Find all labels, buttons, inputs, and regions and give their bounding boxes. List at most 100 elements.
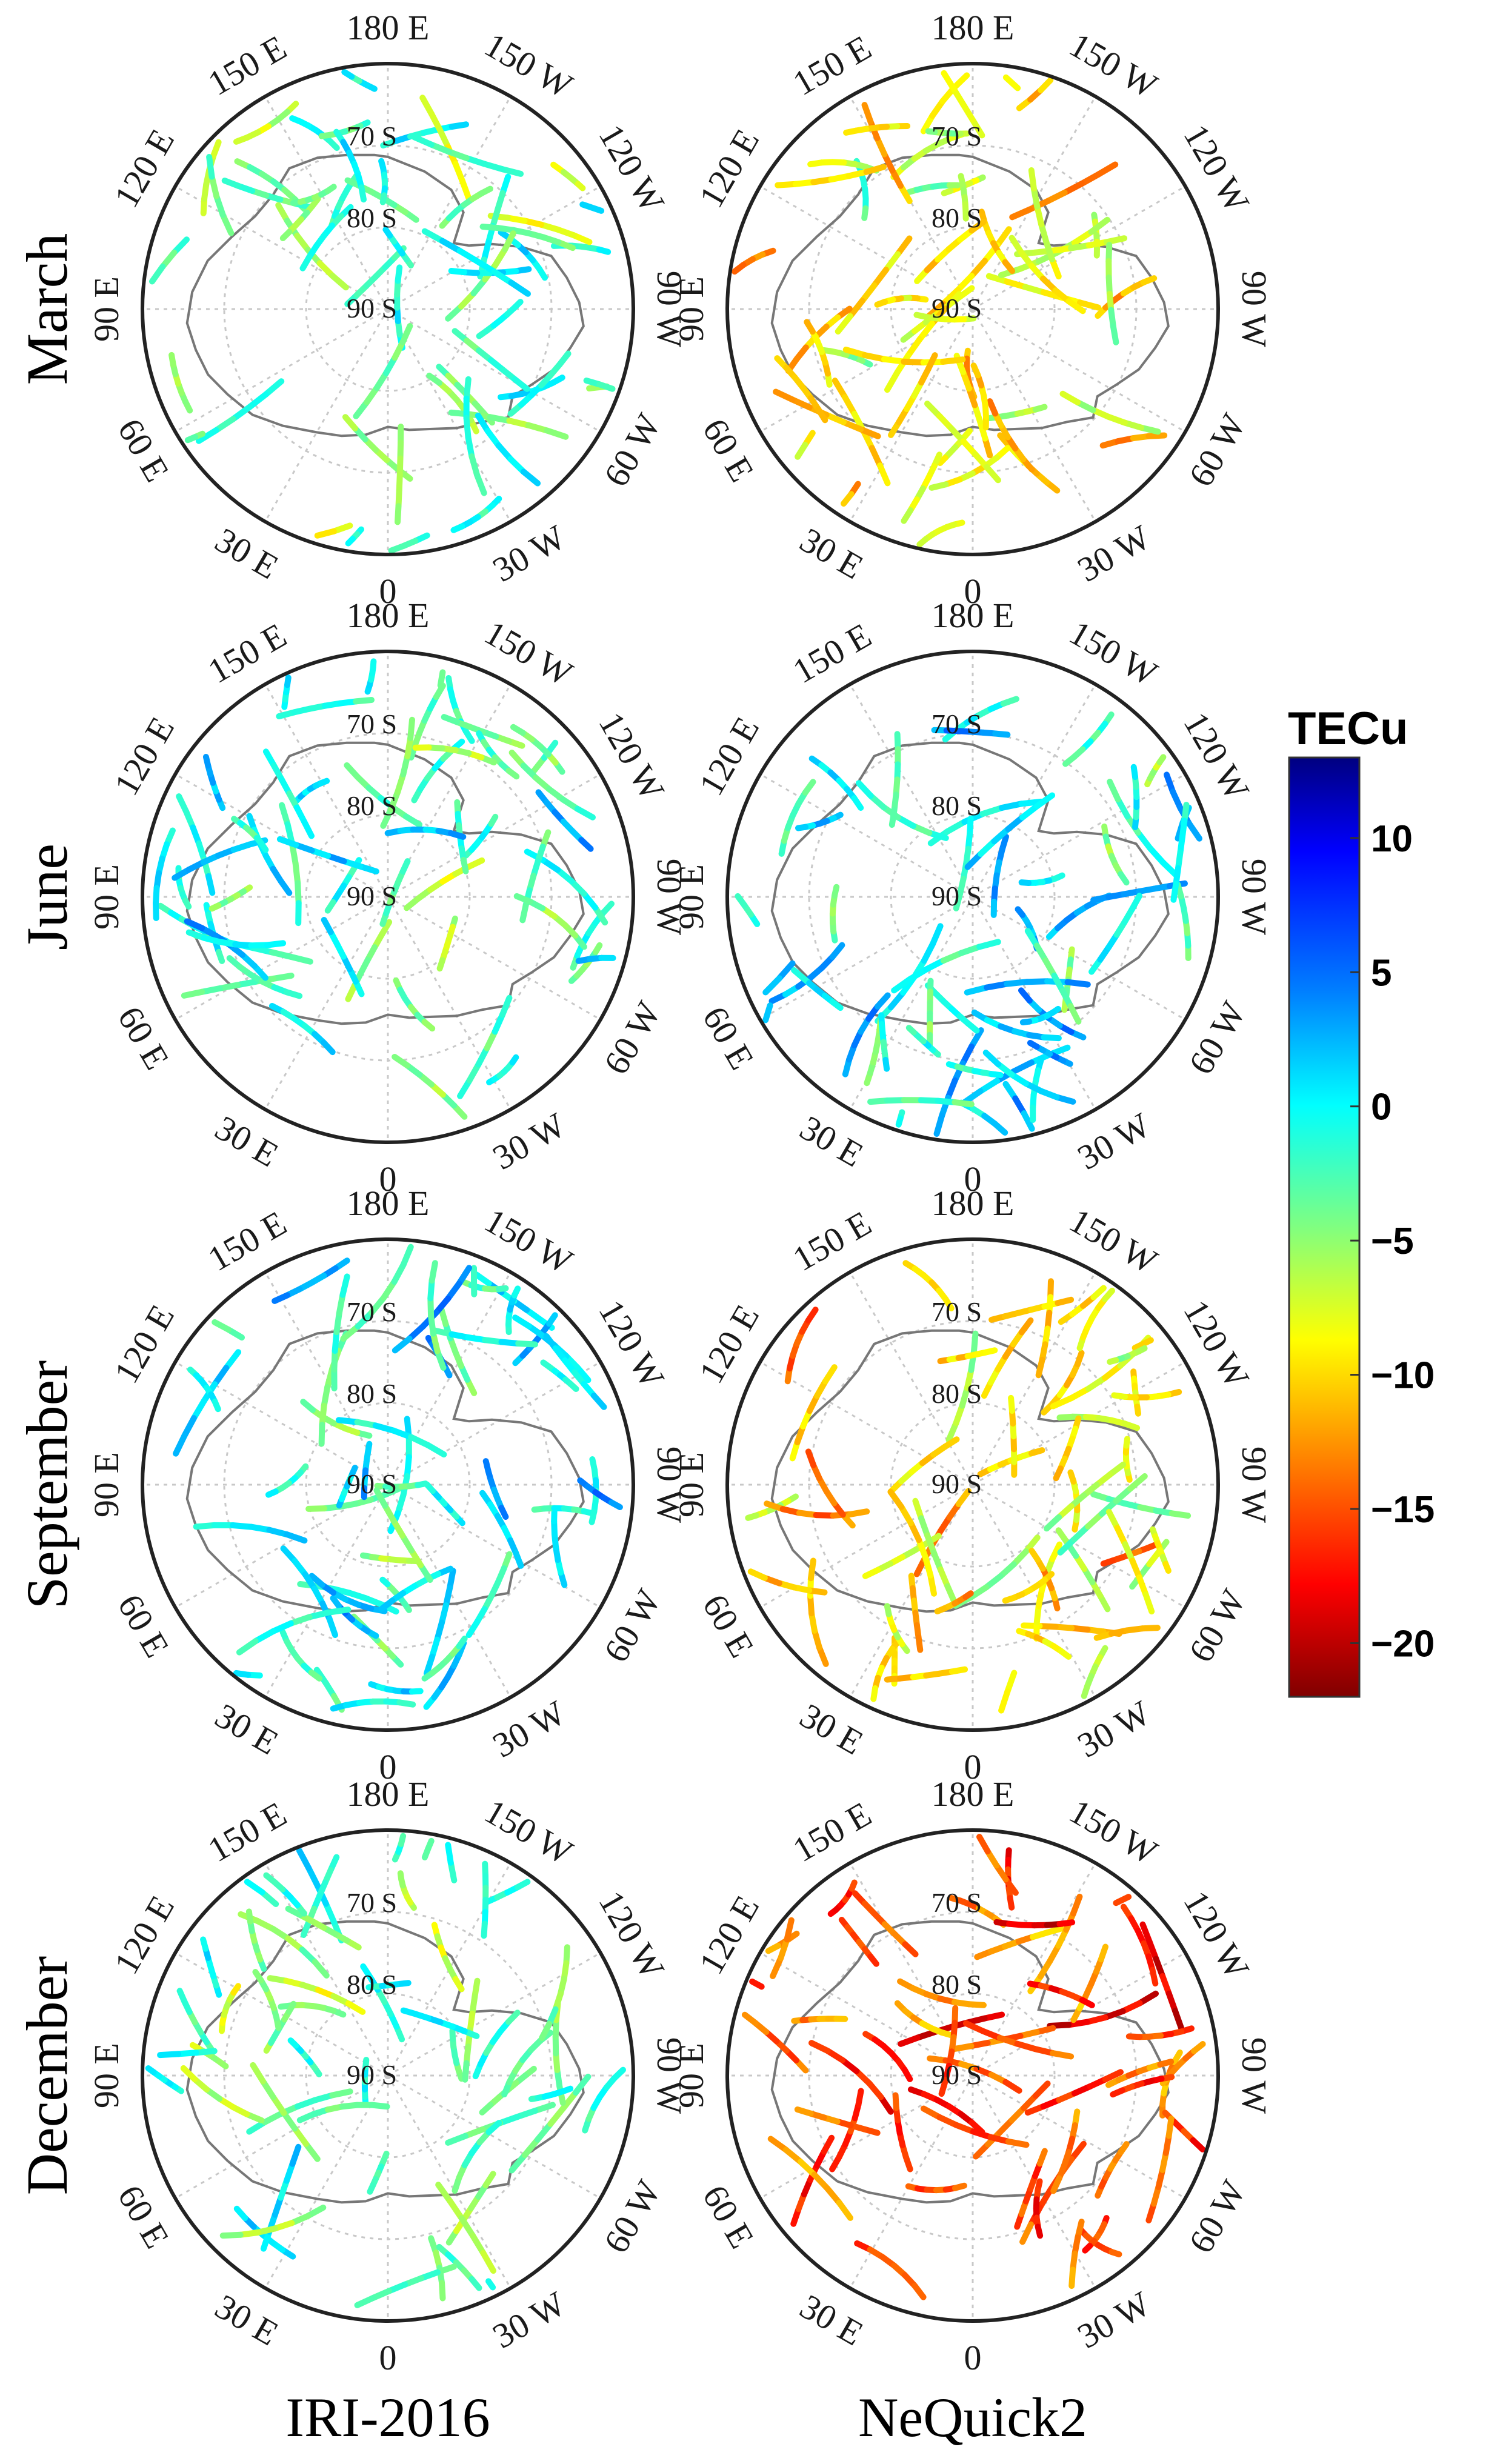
tec-track-segment (805, 1307, 819, 1324)
meridian-gridline (759, 1952, 973, 2077)
longitude-label: 180 E (347, 8, 430, 47)
tec-tracks (741, 1834, 1206, 2300)
latitude-label: 90 S (347, 2059, 397, 2090)
tec-track-segment (1107, 779, 1121, 803)
colorbar-tick-label: 0 (1371, 1087, 1392, 1128)
tec-track-segment (732, 262, 747, 275)
latitude-label: 80 S (932, 1969, 982, 2000)
tec-track-segment (1146, 1939, 1159, 1962)
latitude-label: 70 S (932, 1887, 982, 1918)
meridian-gridline (972, 1862, 1096, 2076)
tec-track-segment (1118, 2141, 1130, 2156)
tec-track-segment (550, 375, 565, 386)
antarctica-coastline (770, 1920, 1170, 2204)
colorbar-title: TECu (1288, 703, 1408, 754)
tec-track-segment (1070, 1893, 1083, 1917)
tec-track-segment (244, 1879, 265, 1896)
tec-track-segment (1011, 1059, 1035, 1074)
tec-track-segment (499, 166, 524, 177)
tec-track-segment (511, 299, 524, 311)
tec-track-segment (1008, 1394, 1015, 1414)
longitude-label: 90 W (650, 271, 689, 347)
colorbar-tick-label: −10 (1371, 1355, 1435, 1397)
tec-track-segment (322, 1900, 337, 1925)
tec-track-segment (882, 1057, 890, 1072)
tec-track-segment (438, 1307, 449, 1327)
tec-track-segment (428, 1260, 438, 1284)
tec-track-segment (245, 1908, 253, 1925)
tec-track-segment (319, 1402, 327, 1428)
tec-track-segment (433, 682, 446, 701)
polar-map-june-nequick2: 70 S 80 S 90 S 180 E 150 E 150 W 120 E 120 W 90 … (672, 596, 1274, 1199)
longitude-label: 120 W (591, 705, 672, 807)
tec-track-segment (463, 155, 488, 167)
longitude-label: 30 E (793, 520, 870, 587)
longitude-label: 90 W (650, 2037, 689, 2114)
tec-track-segment (300, 1919, 312, 1938)
tec-track-segment (600, 901, 615, 916)
tec-track-segment (991, 826, 1012, 845)
longitude-label: 180 E (932, 8, 1015, 47)
tec-track-segment (925, 352, 938, 372)
tec-track-segment (404, 735, 414, 760)
tec-tracks (153, 658, 616, 1120)
tec-track-segment (1018, 987, 1033, 1004)
tec-track-segment (561, 2085, 574, 2094)
tec-track-segment (335, 1417, 361, 1425)
tec-track-segment (871, 267, 889, 288)
tec-track-segment (230, 404, 253, 422)
tec-track-segment (1027, 1040, 1040, 1050)
tec-track-segment (292, 2125, 309, 2147)
antarctica-coastline (770, 1329, 1170, 1613)
tec-track-segment (1149, 1966, 1159, 1986)
longitude-label: 180 E (932, 1774, 1015, 1814)
tec-track-segment (246, 2119, 268, 2135)
tec-track-segment (515, 2108, 538, 2120)
tec-track-segment (1165, 1990, 1178, 2014)
tec-track-segment (1015, 906, 1026, 918)
tec-track-segment (263, 1872, 278, 1885)
longitude-label: 60 E (695, 1000, 762, 1076)
tec-track-segment (907, 1520, 922, 1543)
tec-track-segment (378, 1597, 396, 1612)
tec-track-segment (221, 178, 242, 189)
tec-track-segment (950, 85, 967, 107)
tec-track-segment (955, 273, 975, 293)
latitude-gridline (890, 1993, 1056, 2159)
meridian-gridline (849, 308, 974, 522)
tec-track-segment (912, 1497, 924, 1522)
tec-track-segment (354, 2295, 376, 2308)
tec-track-segment (953, 1402, 965, 1427)
tec-track-segment (942, 1436, 960, 1450)
latitude-label: 70 S (347, 708, 397, 739)
tec-track-segment (735, 893, 748, 908)
tec-track-segment (521, 2136, 541, 2159)
meridian-gridline (175, 1483, 388, 1608)
tec-track-segment (321, 917, 334, 936)
meridian-gridline (972, 896, 1096, 1110)
tec-track-segment (465, 434, 475, 459)
tec-track-segment (252, 1628, 276, 1645)
tec-track-segment (1085, 1374, 1108, 1392)
tec-track-segment (928, 481, 949, 491)
tec-track-segment (858, 426, 881, 439)
tec-track-segment (807, 159, 825, 168)
tec-track-segment (970, 362, 981, 379)
polar-map-march-iri2016: 70 S 80 S 90 S 180 E 150 E 150 W 120 E 120 W 90 … (87, 8, 689, 611)
tec-track-segment (968, 2119, 985, 2136)
longitude-label: 0 (379, 1747, 397, 1786)
tec-track-segment (940, 287, 961, 307)
map-boundary (725, 1237, 1220, 1732)
longitude-label: 90 W (1235, 2037, 1274, 2114)
tec-track-segment (368, 1294, 387, 1316)
tec-track-segment (324, 184, 337, 195)
meridian-gridline (387, 773, 601, 898)
tec-track-segment (1099, 1498, 1119, 1517)
tec-track-segment (881, 356, 907, 365)
tec-track-segment (168, 351, 176, 368)
meridian-gridline (387, 308, 601, 433)
tec-track-segment (1082, 2243, 1093, 2254)
tec-track-segment (898, 1503, 914, 1527)
tec-track-segment (968, 1027, 984, 1050)
